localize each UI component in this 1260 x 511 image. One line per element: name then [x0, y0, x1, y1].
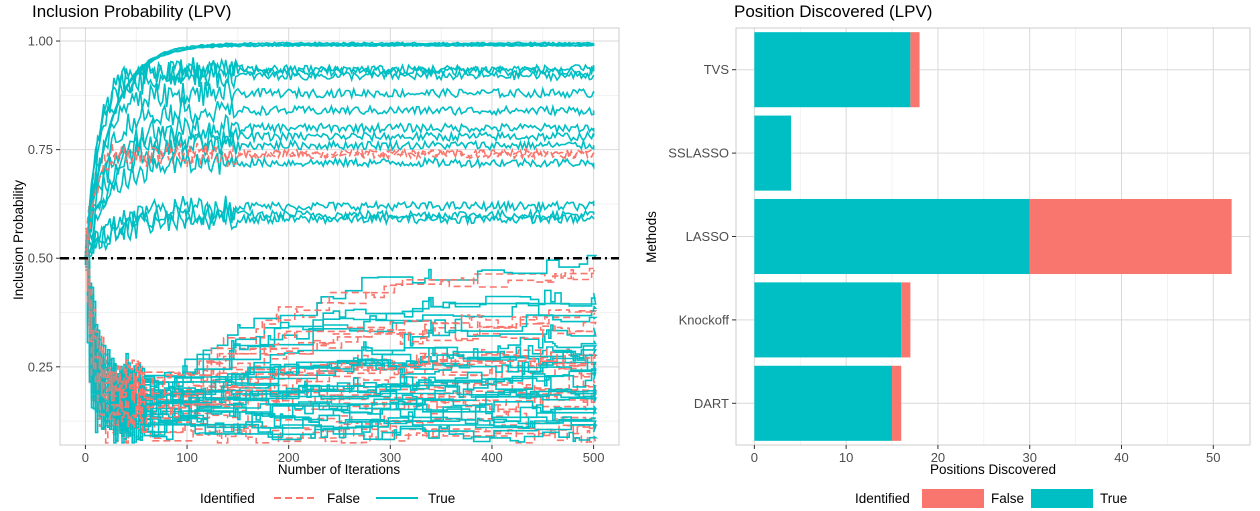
series-line-true	[84, 200, 595, 256]
x-axis-label: Number of Iterations	[278, 462, 401, 477]
y-tick-label: SSLASSO	[668, 146, 729, 161]
series-line-false	[85, 248, 597, 399]
x-tick-label: 50	[1206, 450, 1220, 465]
bar-false	[901, 282, 911, 358]
series-line-true	[84, 202, 595, 259]
axis-ticks: 0 10 20 30 40 50 TVS SSLASSO LASSO Knockoff DART	[668, 62, 1220, 465]
x-tick-label: 300	[379, 450, 401, 465]
legend-label-false: False	[327, 491, 360, 506]
panel-border	[59, 27, 620, 446]
x-tick-label: 500	[583, 450, 605, 465]
series-line-false	[85, 236, 599, 413]
series-line-true	[84, 126, 595, 254]
x-tick-label: 40	[1114, 450, 1128, 465]
series-line-true	[84, 43, 595, 258]
legend-swatch-false	[922, 489, 984, 508]
y-tick-label: 0.75	[28, 142, 53, 157]
chart-title: Inclusion Probability (LPV)	[32, 2, 231, 21]
series-line-false	[85, 240, 598, 433]
y-tick-label: Knockoff	[679, 312, 730, 327]
y-tick-label: 1.00	[28, 34, 53, 49]
bar-false	[892, 365, 902, 441]
y-tick-label: 0.25	[28, 359, 53, 374]
y-axis-label: Inclusion Probability	[11, 180, 26, 300]
legend-swatch-true	[1031, 489, 1093, 508]
legend-label-true: True	[1100, 491, 1127, 506]
chart-title: Position Discovered (LPV)	[734, 2, 932, 21]
series-line-true	[85, 255, 597, 444]
legend: Identified False True	[855, 489, 1127, 508]
series-line-true	[84, 131, 595, 258]
series-line-true	[84, 57, 595, 249]
series-line-false	[85, 240, 597, 415]
x-tick-label: 10	[839, 450, 853, 465]
y-tick-label: DART	[694, 396, 729, 411]
series-line-false	[85, 258, 597, 435]
bar-false	[910, 32, 920, 108]
y-tick-label: LASSO	[686, 229, 729, 244]
y-tick-label: 0.50	[28, 251, 53, 266]
bar-true	[754, 115, 792, 191]
series-line-true	[84, 60, 595, 254]
position-discovered-chart: Position Discovered (LPV) 0 10 20 30 40 50 TVS…	[644, 2, 1251, 508]
x-tick-label: 0	[751, 450, 758, 465]
series-lines	[84, 41, 599, 444]
series-line-false	[84, 142, 595, 251]
bar-true	[754, 32, 911, 108]
x-tick-label: 0	[82, 450, 89, 465]
series-line-false	[85, 239, 598, 418]
series-line-true	[85, 249, 597, 436]
bar-true	[754, 365, 893, 441]
legend-title: Identified	[855, 491, 910, 506]
bar-false	[1029, 198, 1232, 275]
y-tick-label: TVS	[704, 62, 730, 77]
series-line-true	[84, 150, 595, 266]
series-line-true	[84, 113, 595, 254]
legend: Identified False True	[200, 491, 455, 506]
series-line-false	[85, 230, 598, 405]
x-tick-label: 400	[481, 450, 503, 465]
series-line-true	[84, 95, 595, 263]
series-line-true	[85, 254, 596, 434]
x-axis-label: Positions Discovered	[930, 462, 1056, 477]
legend-label-false: False	[991, 491, 1024, 506]
x-tick-label: 200	[278, 450, 300, 465]
inclusion-probability-chart: Inclusion Probability (LPV) 0 100 200 300 40…	[11, 2, 620, 506]
bar-true	[754, 198, 1030, 275]
x-tick-label: 30	[1022, 450, 1036, 465]
x-tick-label: 100	[176, 450, 198, 465]
x-tick-label: 20	[931, 450, 945, 465]
bar-true	[754, 282, 902, 358]
axis-ticks: 0 100 200 300 400 500 0.25 0.50 0.75 1.00	[28, 34, 605, 465]
series-line-false	[85, 252, 596, 428]
bars	[754, 32, 1232, 441]
series-line-true	[84, 76, 595, 265]
y-axis-label: Methods	[644, 211, 659, 263]
series-line-true	[85, 260, 597, 411]
legend-label-true: True	[428, 491, 455, 506]
legend-title: Identified	[200, 491, 255, 506]
